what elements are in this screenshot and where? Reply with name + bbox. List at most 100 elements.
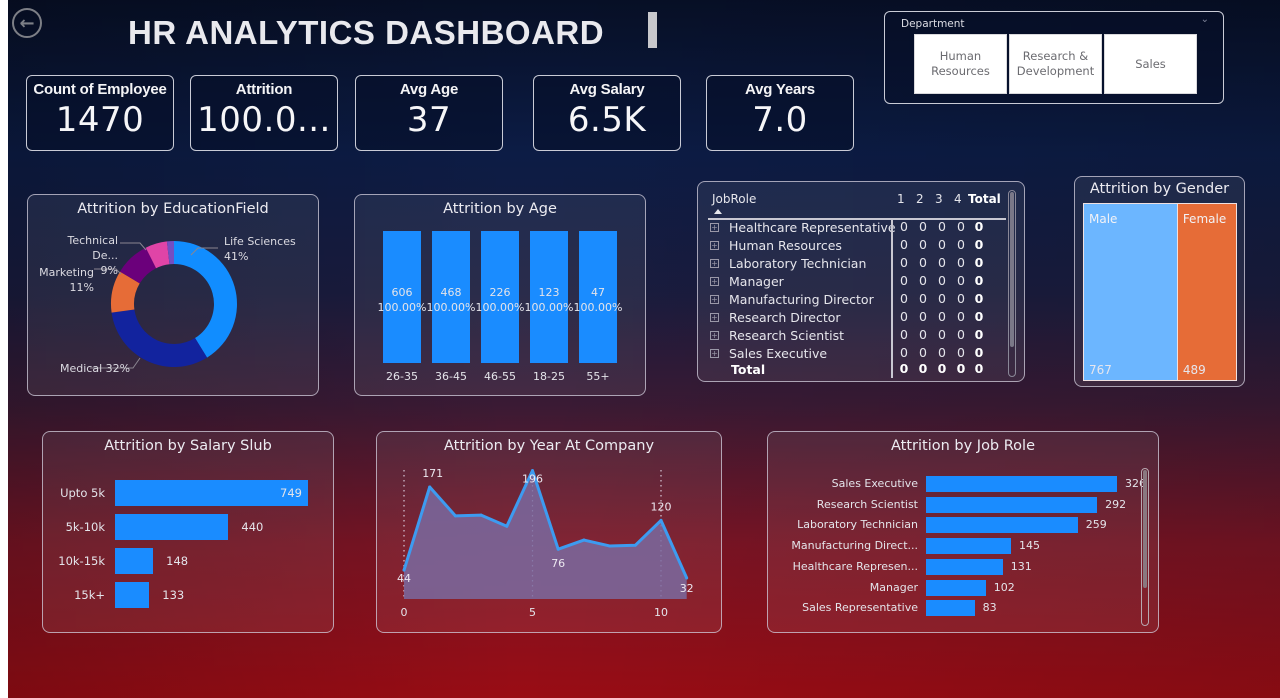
card-title: Attrition by Age	[443, 201, 557, 217]
matrix-row[interactable]: + Sales Executive	[710, 344, 827, 362]
data-point[interactable]	[428, 485, 432, 489]
matrix-col-header[interactable]: 2	[916, 192, 924, 206]
salary-bar-label: 5k-10k	[65, 520, 105, 534]
scrollbar-thumb[interactable]	[1010, 192, 1014, 347]
age-bar-18-25[interactable]	[530, 231, 568, 363]
salary-bar[interactable]	[115, 582, 150, 608]
plus-box-icon[interactable]: +	[710, 312, 719, 322]
data-label: 76	[551, 557, 565, 570]
donut-slice-marketing[interactable]	[111, 271, 140, 313]
matrix-cell: 0	[938, 219, 946, 234]
plus-box-icon[interactable]: +	[710, 348, 719, 358]
matrix-row-header[interactable]: JobRole	[712, 192, 757, 206]
kpi-avg-age: Avg Age 37	[355, 75, 503, 151]
donut-slice-technical-degree[interactable]	[119, 247, 157, 284]
data-point[interactable]	[556, 547, 560, 551]
jobrole-bar-label: Healthcare Represen...	[792, 559, 918, 573]
matrix-col-header[interactable]: 1	[897, 192, 905, 206]
option-text: Human	[939, 49, 982, 63]
matrix-total-cell: 0	[956, 361, 966, 376]
matrix-total-cell: 0	[918, 361, 928, 376]
data-point[interactable]	[582, 538, 586, 542]
data-point[interactable]	[505, 524, 509, 528]
slicer-option-human-resources[interactable]: Human Resources	[914, 34, 1007, 94]
jobrole-bar-value: 102	[993, 580, 1015, 594]
age-bar-26-35[interactable]	[383, 231, 421, 363]
matrix-row-label: Sales Executive	[729, 345, 828, 361]
scrollbar-thumb[interactable]	[1143, 470, 1147, 588]
matrix-row[interactable]: + Research Scientist	[710, 326, 844, 344]
series-line[interactable]	[402, 469, 689, 579]
salary-bar[interactable]	[115, 548, 154, 574]
matrix-cell: 0	[919, 345, 927, 360]
matrix-scrollbar[interactable]	[1008, 190, 1016, 377]
data-point[interactable]	[531, 469, 534, 473]
donut-slice-other[interactable]	[145, 241, 170, 269]
plus-box-icon[interactable]: +	[710, 240, 719, 250]
back-button[interactable]: ←	[12, 8, 42, 38]
data-point[interactable]	[453, 514, 457, 518]
data-point[interactable]	[402, 568, 406, 572]
jobrole-bar[interactable]	[926, 600, 975, 617]
age-bar-55+[interactable]	[579, 231, 617, 363]
matrix-col-header[interactable]: Total	[968, 192, 1001, 206]
jobrole-scrollbar[interactable]	[1141, 468, 1149, 626]
donut-slice-human-resources[interactable]	[166, 241, 174, 265]
matrix-row[interactable]: + Human Resources	[710, 236, 842, 254]
salary-bar[interactable]	[115, 514, 229, 540]
age-x-tick: 55+	[586, 370, 610, 383]
age-bar-46-55[interactable]	[481, 231, 519, 363]
jobrole-bar[interactable]	[926, 538, 1011, 555]
jobrole-bar[interactable]	[926, 579, 986, 596]
matrix-col-header[interactable]: 4	[954, 192, 962, 206]
matrix-cell: 0	[919, 255, 927, 270]
matrix-cell: 0	[900, 273, 908, 288]
age-count: 123	[538, 286, 560, 299]
matrix-total-row: Total	[731, 360, 765, 378]
jobrole-bar-label: Manager	[869, 580, 918, 594]
plus-box-icon[interactable]: +	[710, 276, 719, 286]
age-pct: 100.00%	[426, 301, 476, 314]
plus-box-icon[interactable]: +	[710, 294, 719, 304]
matrix-col-header[interactable]: 3	[935, 192, 943, 206]
jobrole-bar[interactable]	[926, 558, 1003, 575]
education-field-card: Attrition by EducationField Life Science…	[27, 194, 319, 396]
area-fill	[404, 470, 687, 599]
salary-bar-value: 148	[166, 554, 189, 568]
card-title: Attrition by Gender	[1089, 181, 1230, 197]
matrix-row[interactable]: + Healthcare Representative	[710, 218, 896, 236]
matrix-row[interactable]: + Manufacturing Director	[710, 290, 874, 308]
sort-ascending-icon[interactable]	[714, 209, 722, 214]
slicer-option-research-development[interactable]: Research & Development	[1009, 34, 1102, 94]
data-point[interactable]	[659, 518, 663, 522]
plus-box-icon[interactable]: +	[710, 258, 719, 268]
gender-label: Female	[1182, 212, 1227, 226]
donut-slice-life-sciences[interactable]	[174, 241, 238, 358]
matrix-row[interactable]: + Manager	[710, 272, 784, 290]
jobrole-bar[interactable]	[926, 496, 1098, 513]
matrix-row-label: Human Resources	[729, 237, 842, 253]
jobrole-bar[interactable]	[926, 476, 1117, 492]
salary-bar[interactable]	[115, 480, 308, 506]
jobrole-matrix: JobRole 1 2 3 4 Total + Healthcare Representat…	[697, 181, 1025, 382]
plus-box-icon[interactable]: +	[710, 222, 719, 232]
donut-slice-medical[interactable]	[111, 309, 208, 367]
age-bar-36-45[interactable]	[432, 231, 470, 363]
matrix-column-divider	[891, 220, 893, 378]
matrix-row[interactable]: + Laboratory Technician	[710, 254, 866, 272]
data-point[interactable]	[479, 513, 483, 517]
chevron-down-icon[interactable]: ⌄	[1200, 14, 1209, 25]
card-title: Attrition by Job Role	[890, 438, 1035, 454]
data-point[interactable]	[685, 576, 689, 580]
slicer-option-sales[interactable]: Sales	[1104, 34, 1197, 94]
matrix-row[interactable]: + Research Director	[710, 308, 841, 326]
data-point[interactable]	[608, 544, 612, 548]
plus-box-icon[interactable]: +	[710, 330, 719, 340]
gender-tile-female[interactable]: Female 489	[1176, 204, 1236, 380]
gender-tile-male[interactable]: Male 767	[1084, 204, 1177, 380]
jobrole-bar[interactable]	[926, 517, 1078, 534]
data-point[interactable]	[633, 543, 637, 547]
jobrole-card: Attrition by Job Role Sales Executive 326…	[767, 431, 1159, 633]
jobrole-bar-label: Sales Representative	[802, 601, 918, 615]
title-accent-bar	[648, 12, 657, 48]
